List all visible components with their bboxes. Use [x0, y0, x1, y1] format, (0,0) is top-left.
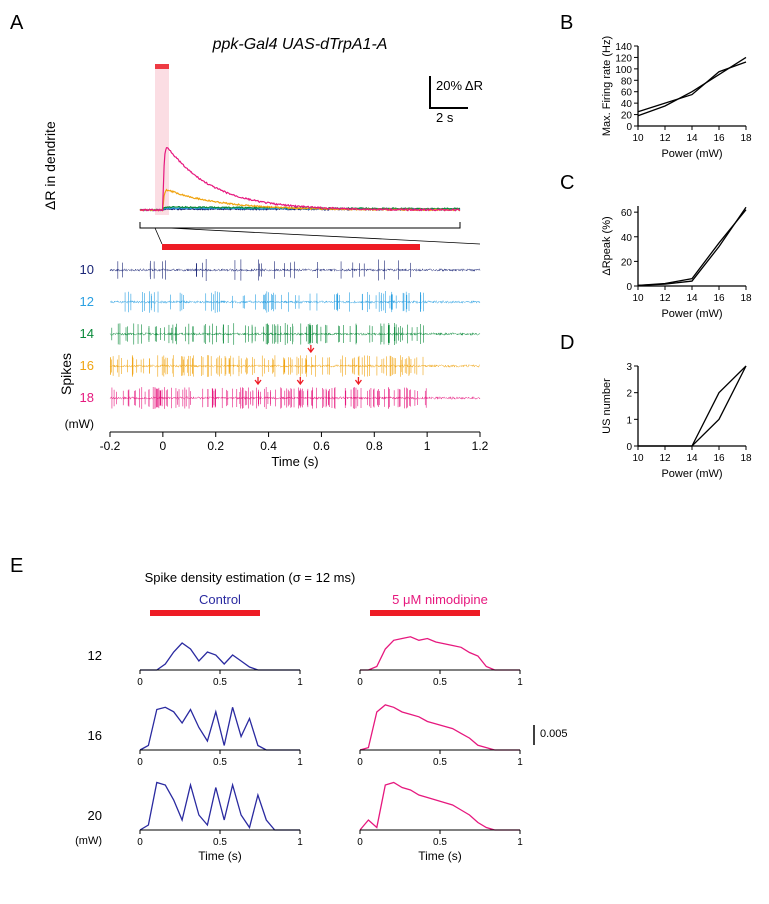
svg-text:5 μM nimodipine: 5 μM nimodipine	[392, 592, 488, 607]
panel-d-label: D	[560, 332, 574, 355]
svg-text:14: 14	[686, 133, 698, 144]
svg-text:1: 1	[297, 677, 303, 688]
svg-text:40: 40	[621, 233, 633, 244]
svg-text:US number: US number	[601, 378, 613, 434]
svg-text:0.4: 0.4	[260, 439, 277, 453]
svg-text:1: 1	[297, 837, 303, 848]
svg-text:3: 3	[626, 362, 632, 373]
svg-text:0: 0	[137, 677, 143, 688]
svg-text:100: 100	[615, 65, 632, 76]
svg-text:(mW): (mW)	[75, 835, 102, 847]
svg-text:0.8: 0.8	[366, 439, 383, 453]
svg-text:0: 0	[357, 837, 363, 848]
svg-text:0.5: 0.5	[433, 757, 447, 768]
svg-text:ΔRpeak (%): ΔRpeak (%)	[601, 216, 613, 275]
svg-text:0.5: 0.5	[213, 677, 227, 688]
svg-text:16: 16	[80, 358, 94, 373]
svg-text:18: 18	[740, 133, 752, 144]
panel-a-spike-traces: 10 12 14 16 18 (mW) -0.2 0 0.2 0.4 0.6 0.8 1 1.2 Time …	[0, 0, 520, 500]
panel-c-label: C	[560, 172, 574, 195]
svg-text:16: 16	[713, 293, 725, 304]
svg-text:2: 2	[626, 389, 632, 400]
svg-text:0: 0	[626, 442, 632, 453]
panel-d-chart: 01231012141618Power (mW)US number	[600, 360, 750, 480]
svg-text:14: 14	[686, 293, 698, 304]
svg-text:10: 10	[632, 453, 644, 464]
svg-text:0: 0	[357, 677, 363, 688]
svg-text:16: 16	[88, 728, 102, 743]
svg-text:20: 20	[88, 808, 102, 823]
svg-text:12: 12	[80, 294, 94, 309]
svg-text:0: 0	[626, 282, 632, 293]
svg-text:14: 14	[686, 453, 698, 464]
svg-text:80: 80	[621, 76, 633, 87]
svg-text:14: 14	[80, 326, 94, 341]
svg-text:16: 16	[713, 133, 725, 144]
svg-text:0.5: 0.5	[213, 757, 227, 768]
svg-text:40: 40	[621, 99, 633, 110]
svg-text:10: 10	[632, 133, 644, 144]
svg-text:-0.2: -0.2	[100, 439, 121, 453]
svg-text:0: 0	[626, 122, 632, 133]
svg-text:0.5: 0.5	[433, 837, 447, 848]
svg-text:20: 20	[621, 257, 633, 268]
svg-text:(mW): (mW)	[65, 417, 94, 431]
svg-text:0: 0	[357, 757, 363, 768]
svg-text:12: 12	[659, 133, 671, 144]
svg-text:1: 1	[517, 757, 523, 768]
svg-text:Time (s): Time (s)	[418, 849, 462, 863]
svg-text:Max. Firing rate (Hz): Max. Firing rate (Hz)	[601, 36, 613, 136]
svg-text:140: 140	[615, 42, 632, 53]
svg-text:18: 18	[740, 293, 752, 304]
svg-text:1: 1	[517, 837, 523, 848]
svg-text:18: 18	[80, 390, 94, 405]
svg-text:Power (mW): Power (mW)	[661, 468, 722, 480]
svg-text:1.2: 1.2	[472, 439, 489, 453]
panel-e-label: E	[10, 555, 23, 578]
svg-text:1: 1	[297, 757, 303, 768]
svg-text:Power (mW): Power (mW)	[661, 148, 722, 160]
svg-text:60: 60	[621, 88, 633, 99]
svg-text:16: 16	[713, 453, 725, 464]
svg-text:0: 0	[160, 439, 167, 453]
panel-b-chart: 0204060801001201401012141618Power (mW)Ma…	[600, 40, 750, 160]
svg-text:0.005: 0.005	[540, 728, 568, 740]
svg-text:0: 0	[137, 837, 143, 848]
svg-text:18: 18	[740, 453, 752, 464]
svg-text:Time (s): Time (s)	[198, 849, 242, 863]
svg-text:0.5: 0.5	[213, 837, 227, 848]
panel-e-charts: Spike density estimation (σ = 12 ms)Cont…	[70, 580, 570, 900]
svg-text:10: 10	[632, 293, 644, 304]
svg-text:10: 10	[80, 262, 94, 277]
svg-text:0.2: 0.2	[207, 439, 224, 453]
svg-text:0.5: 0.5	[433, 677, 447, 688]
svg-text:120: 120	[615, 53, 632, 64]
svg-text:12: 12	[659, 453, 671, 464]
svg-text:12: 12	[659, 293, 671, 304]
svg-text:Power (mW): Power (mW)	[661, 308, 722, 320]
panel-c-chart: 0 20 40 60 10 12 14 16 18 Power (mW) ΔRpeak (%)	[600, 200, 750, 320]
svg-text:0: 0	[137, 757, 143, 768]
svg-text:12: 12	[88, 648, 102, 663]
svg-text:Time (s): Time (s)	[271, 454, 318, 469]
panel-b-label: B	[560, 12, 573, 35]
svg-text:Spike density estimation (σ =: Spike density estimation (σ = 12 ms)	[145, 570, 356, 585]
svg-text:60: 60	[621, 208, 633, 219]
svg-text:20: 20	[621, 111, 633, 122]
svg-text:1: 1	[424, 439, 431, 453]
svg-text:0.6: 0.6	[313, 439, 330, 453]
svg-text:1: 1	[517, 677, 523, 688]
svg-text:Control: Control	[199, 592, 241, 607]
svg-text:1: 1	[626, 415, 632, 426]
